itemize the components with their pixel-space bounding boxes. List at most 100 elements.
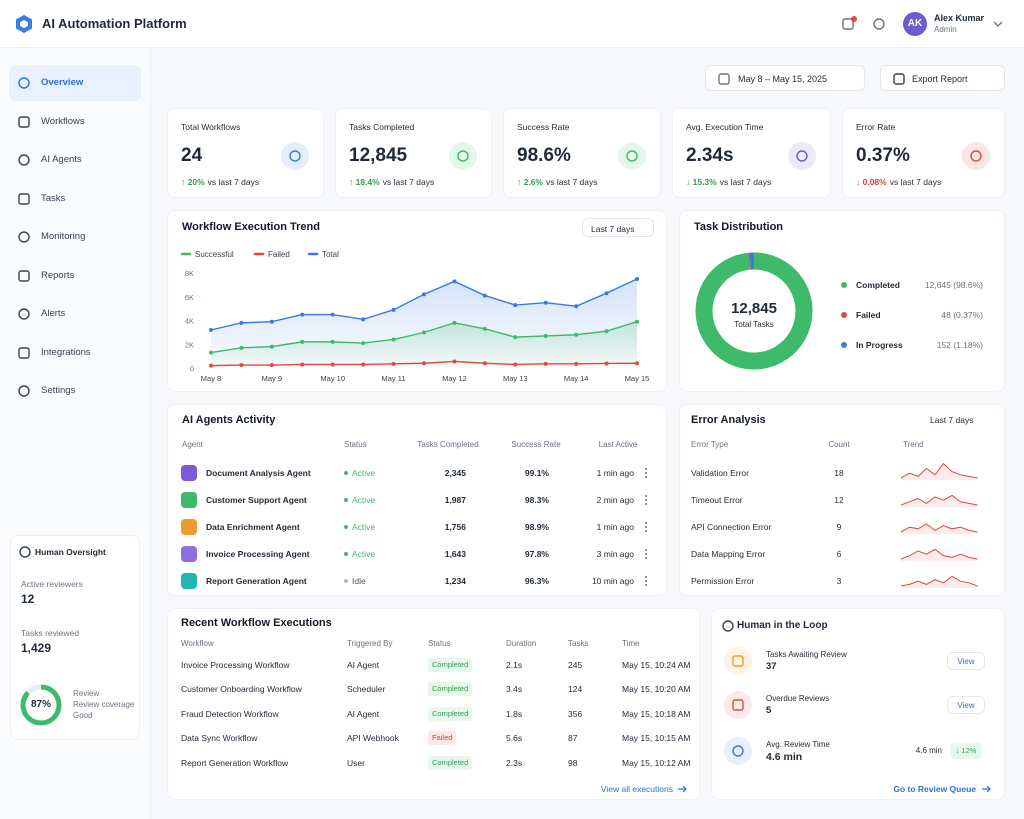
y-tick-label: 0	[190, 364, 194, 373]
reviewers-label: Active reviewers	[21, 579, 83, 589]
chevron	[993, 21, 1003, 27]
dot	[841, 342, 847, 348]
dot	[841, 312, 847, 318]
column-header: Status	[344, 440, 367, 449]
kpi-change-row: ↓ 15.3% vs last 7 days	[686, 176, 826, 188]
execution-cell: 1.8s	[506, 708, 523, 719]
nav-item[interactable]: Integrations	[9, 335, 141, 371]
review-icon	[724, 691, 752, 719]
status-badge: Completed	[428, 658, 473, 672]
nav-label: Integrations	[41, 346, 91, 358]
execution-cell: API Webhook	[347, 733, 399, 744]
dot	[851, 16, 857, 22]
error-type: API Connection Error	[691, 522, 772, 532]
agent-icon	[181, 492, 197, 508]
view-button[interactable]: View	[947, 652, 985, 670]
nav-label: AI Agents	[41, 154, 82, 165]
nav-item[interactable]: Monitoring	[9, 219, 141, 255]
row-menu[interactable]	[644, 494, 648, 506]
legend-label: Completed	[856, 280, 900, 290]
icon-shape	[970, 150, 982, 162]
nav-item[interactable]: Tasks	[9, 181, 141, 217]
execution-cell: 124	[568, 684, 583, 695]
agent-status: Active	[352, 522, 376, 532]
agent-last-active: 3 min ago	[596, 549, 634, 559]
menu-dot	[645, 503, 647, 505]
human-oversight: Human Oversight Active reviewers 12 Tasks r…	[10, 535, 140, 740]
filter-text[interactable]: Last 7 days	[930, 415, 974, 425]
legend-value: 48 (0.37%)	[941, 310, 983, 320]
x-tick-label: May 10	[320, 374, 345, 383]
trend-chart: Workflow Execution Trend Last 7 days 0 2K 4K…	[167, 210, 667, 392]
nav-item[interactable]: Reports	[9, 258, 141, 294]
calendar-icon	[718, 73, 730, 85]
menu-dot	[645, 468, 647, 470]
data-point	[513, 335, 518, 340]
coverage-line: Good	[73, 711, 93, 720]
column-header: Duration	[506, 639, 537, 648]
status-dot	[344, 525, 348, 529]
kpi-card: Error Rate 0.37% ↓ 0.08% vs last 7 days	[842, 108, 1005, 198]
nav-label: Reports	[41, 269, 75, 281]
agent-status: Active	[352, 549, 376, 559]
agent-name: Data Enrichment Agent	[206, 522, 300, 532]
column-header: Tasks	[568, 639, 589, 648]
avatar[interactable]: AK	[903, 12, 927, 36]
nav-item[interactable]: Settings	[9, 373, 141, 409]
nav-item[interactable]: AI Agents	[9, 142, 141, 178]
error-count: 12	[834, 495, 844, 505]
row-menu[interactable]	[644, 548, 648, 560]
data-point	[300, 339, 305, 344]
review-side-value: 4.6 min	[915, 746, 942, 755]
export-button[interactable]: Export Report	[880, 65, 1005, 91]
oversight-title: Human Oversight	[35, 547, 106, 557]
nav-item[interactable]: Workflows	[9, 104, 141, 140]
kpi-value: 98.6%	[517, 145, 571, 166]
review-queue-link[interactable]: Go to Review Queue	[893, 784, 976, 794]
nav-item[interactable]: Overview	[9, 65, 141, 101]
menu-dot	[645, 499, 647, 501]
recent-executions: Recent Workflow Executions Workflow Trigge…	[167, 608, 700, 800]
row-menu[interactable]	[644, 521, 648, 533]
review-change: ↓ 12%	[950, 743, 982, 759]
data-point	[513, 303, 518, 308]
date-range[interactable]: May 8 – May 15, 2025	[705, 65, 865, 91]
kpi-glyph	[457, 150, 469, 162]
legend-dot	[841, 342, 847, 348]
icon-shape	[732, 699, 744, 711]
user-menu-chevron[interactable]	[993, 19, 1003, 29]
view-all-link[interactable]: View all executions	[600, 784, 673, 794]
row-menu[interactable]	[644, 467, 648, 479]
kpi-change: ↓ 15.3%	[686, 177, 717, 187]
chart-filter[interactable]: Last 7 days	[582, 218, 654, 237]
arrow	[678, 785, 687, 793]
icon-shape	[18, 346, 30, 359]
kpi-icon	[449, 142, 477, 170]
coverage-label: 87%	[30, 699, 52, 710]
icon-shape	[842, 18, 854, 30]
agent-tasks: 1,643	[444, 549, 466, 559]
link-arrow	[982, 785, 991, 793]
agent-last-active: 2 min ago	[596, 495, 634, 505]
card-title: AI Agents Activity	[182, 414, 276, 426]
icon-shape	[718, 73, 730, 85]
nav-item[interactable]: Alerts	[9, 296, 141, 332]
column-header: Tasks Completed	[417, 440, 479, 449]
column-header: Status	[428, 639, 451, 648]
agent-success: 98.3%	[524, 495, 549, 505]
legend-dot	[841, 312, 847, 318]
error-count: 6	[836, 549, 842, 559]
row-menu[interactable]	[644, 575, 648, 587]
header: AI Automation Platform AK Alex Kumar Admin	[0, 0, 1024, 48]
execution-cell: Invoice Processing Workflow	[181, 660, 290, 670]
kpi-label: Error Rate	[856, 122, 896, 132]
menu-dot	[645, 530, 647, 532]
data-point	[543, 333, 548, 338]
error-sparkline	[901, 548, 978, 561]
error-type: Timeout Error	[691, 495, 743, 505]
sparkline-area	[901, 576, 978, 588]
card-title: Recent Workflow Executions	[181, 617, 332, 629]
icon-shape	[289, 150, 301, 162]
view-button[interactable]: View	[947, 696, 985, 714]
nav-label: Settings	[41, 385, 76, 396]
